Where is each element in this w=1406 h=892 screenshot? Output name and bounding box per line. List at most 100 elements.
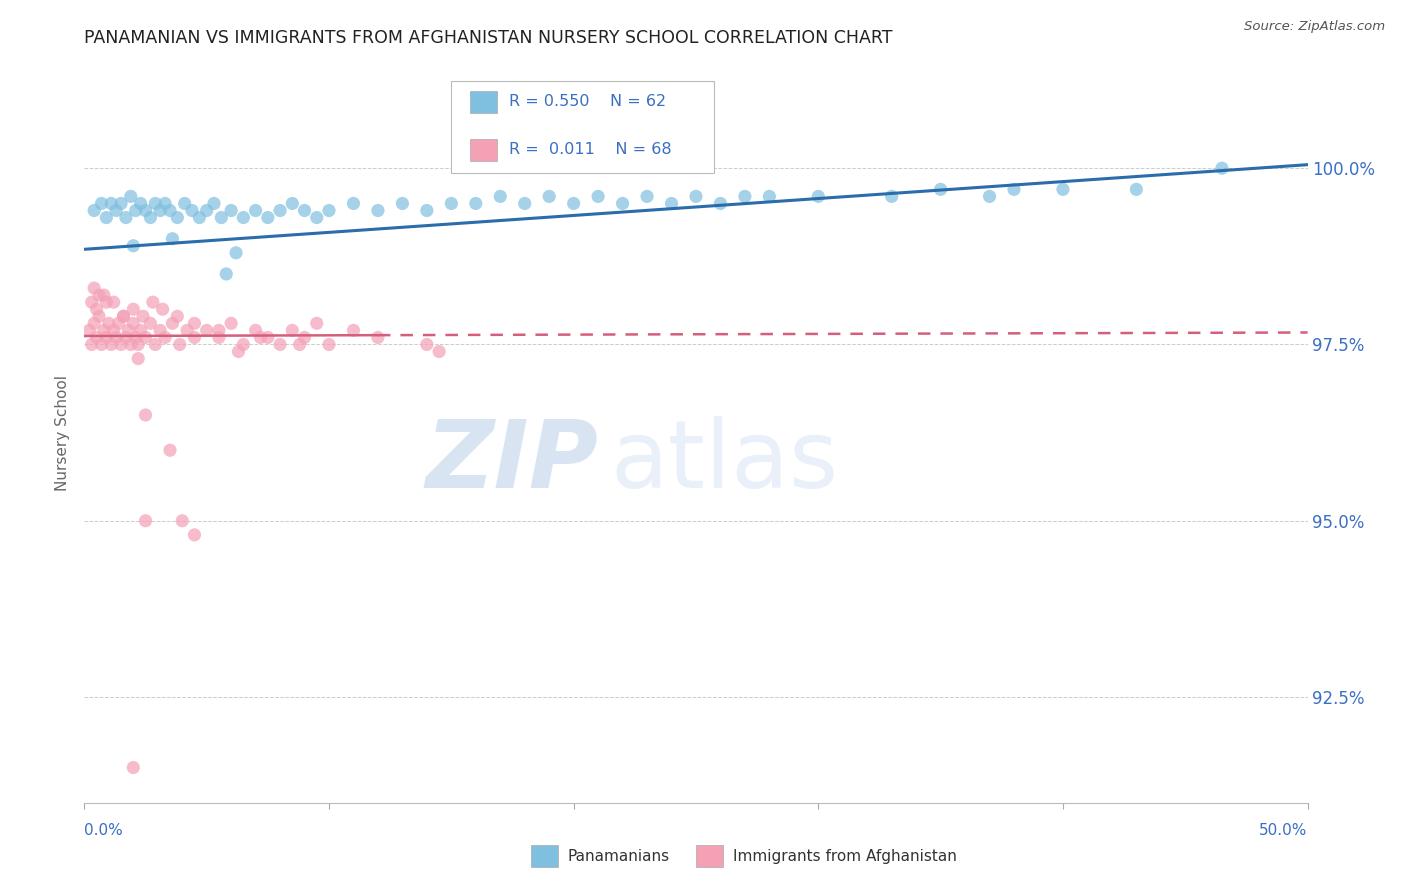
Point	[97, 316, 120, 330]
Text: Immigrants from Afghanistan: Immigrants from Afghanistan	[733, 848, 956, 863]
Point	[80, 295, 103, 310]
Point	[208, 330, 231, 344]
Point	[115, 330, 138, 344]
Point	[427, 344, 450, 359]
Point	[586, 189, 609, 203]
Point	[120, 337, 142, 351]
Point	[112, 310, 135, 324]
Point	[110, 196, 132, 211]
Point	[110, 337, 132, 351]
Point	[93, 323, 115, 337]
Text: R =  0.011    N = 68: R = 0.011 N = 68	[509, 143, 672, 157]
Point	[90, 196, 112, 211]
Point	[129, 196, 152, 211]
Point	[464, 196, 486, 211]
Point	[215, 267, 238, 281]
Point	[612, 196, 634, 211]
Text: PANAMANIAN VS IMMIGRANTS FROM AFGHANISTAN NURSERY SCHOOL CORRELATION CHART: PANAMANIAN VS IMMIGRANTS FROM AFGHANISTA…	[84, 29, 893, 47]
FancyBboxPatch shape	[451, 81, 714, 173]
Point	[166, 211, 188, 225]
Point	[294, 203, 316, 218]
Point	[115, 211, 138, 225]
Point	[489, 189, 512, 203]
Point	[87, 288, 110, 302]
Point	[202, 196, 225, 211]
Point	[149, 323, 172, 337]
Point	[93, 288, 115, 302]
Point	[538, 189, 561, 203]
Point	[135, 203, 157, 218]
Point	[195, 323, 218, 337]
Point	[188, 211, 211, 225]
Point	[90, 337, 112, 351]
Point	[112, 310, 135, 324]
Point	[416, 203, 439, 218]
Point	[132, 310, 155, 324]
Point	[219, 203, 242, 218]
Point	[269, 203, 291, 218]
Point	[257, 211, 280, 225]
Point	[281, 196, 304, 211]
Point	[232, 211, 254, 225]
Point	[83, 281, 105, 295]
Point	[294, 330, 316, 344]
Point	[181, 203, 204, 218]
Point	[416, 337, 439, 351]
Point	[367, 330, 389, 344]
Text: Panamanians: Panamanians	[568, 848, 669, 863]
Point	[232, 337, 254, 351]
Point	[281, 323, 304, 337]
Point	[807, 189, 830, 203]
Point	[105, 330, 128, 344]
Point	[120, 189, 142, 203]
Text: atlas: atlas	[610, 417, 838, 508]
Point	[87, 310, 110, 324]
Point	[162, 316, 184, 330]
Point	[249, 330, 271, 344]
Point	[96, 295, 118, 310]
Point	[77, 323, 100, 337]
Bar	[696, 845, 723, 867]
Point	[125, 203, 148, 218]
Point	[159, 443, 181, 458]
Point	[758, 189, 780, 203]
Point	[183, 330, 205, 344]
Point	[318, 203, 340, 218]
Point	[139, 211, 162, 225]
Point	[318, 337, 340, 351]
Text: ZIP: ZIP	[425, 417, 598, 508]
Point	[107, 316, 129, 330]
Point	[209, 211, 232, 225]
Point	[173, 196, 195, 211]
Point	[195, 203, 218, 218]
Point	[225, 245, 247, 260]
Point	[127, 351, 149, 366]
Point	[149, 203, 172, 218]
Point	[305, 211, 328, 225]
Point	[1052, 182, 1074, 196]
Point	[440, 196, 463, 211]
Point	[169, 337, 191, 351]
Point	[152, 302, 174, 317]
Point	[709, 196, 731, 211]
Bar	[470, 91, 496, 112]
Point	[143, 337, 166, 351]
Point	[117, 323, 139, 337]
Text: 0.0%: 0.0%	[84, 822, 124, 838]
Point	[100, 337, 122, 351]
Text: R = 0.550    N = 62: R = 0.550 N = 62	[509, 95, 666, 109]
Point	[257, 330, 280, 344]
Point	[228, 344, 250, 359]
Point	[80, 337, 103, 351]
Point	[183, 528, 205, 542]
Point	[979, 189, 1001, 203]
Point	[100, 196, 122, 211]
Point	[685, 189, 707, 203]
Point	[153, 196, 176, 211]
Point	[929, 182, 952, 196]
Point	[127, 337, 149, 351]
Point	[162, 232, 184, 246]
Point	[172, 514, 194, 528]
Point	[105, 203, 128, 218]
Point	[129, 323, 152, 337]
